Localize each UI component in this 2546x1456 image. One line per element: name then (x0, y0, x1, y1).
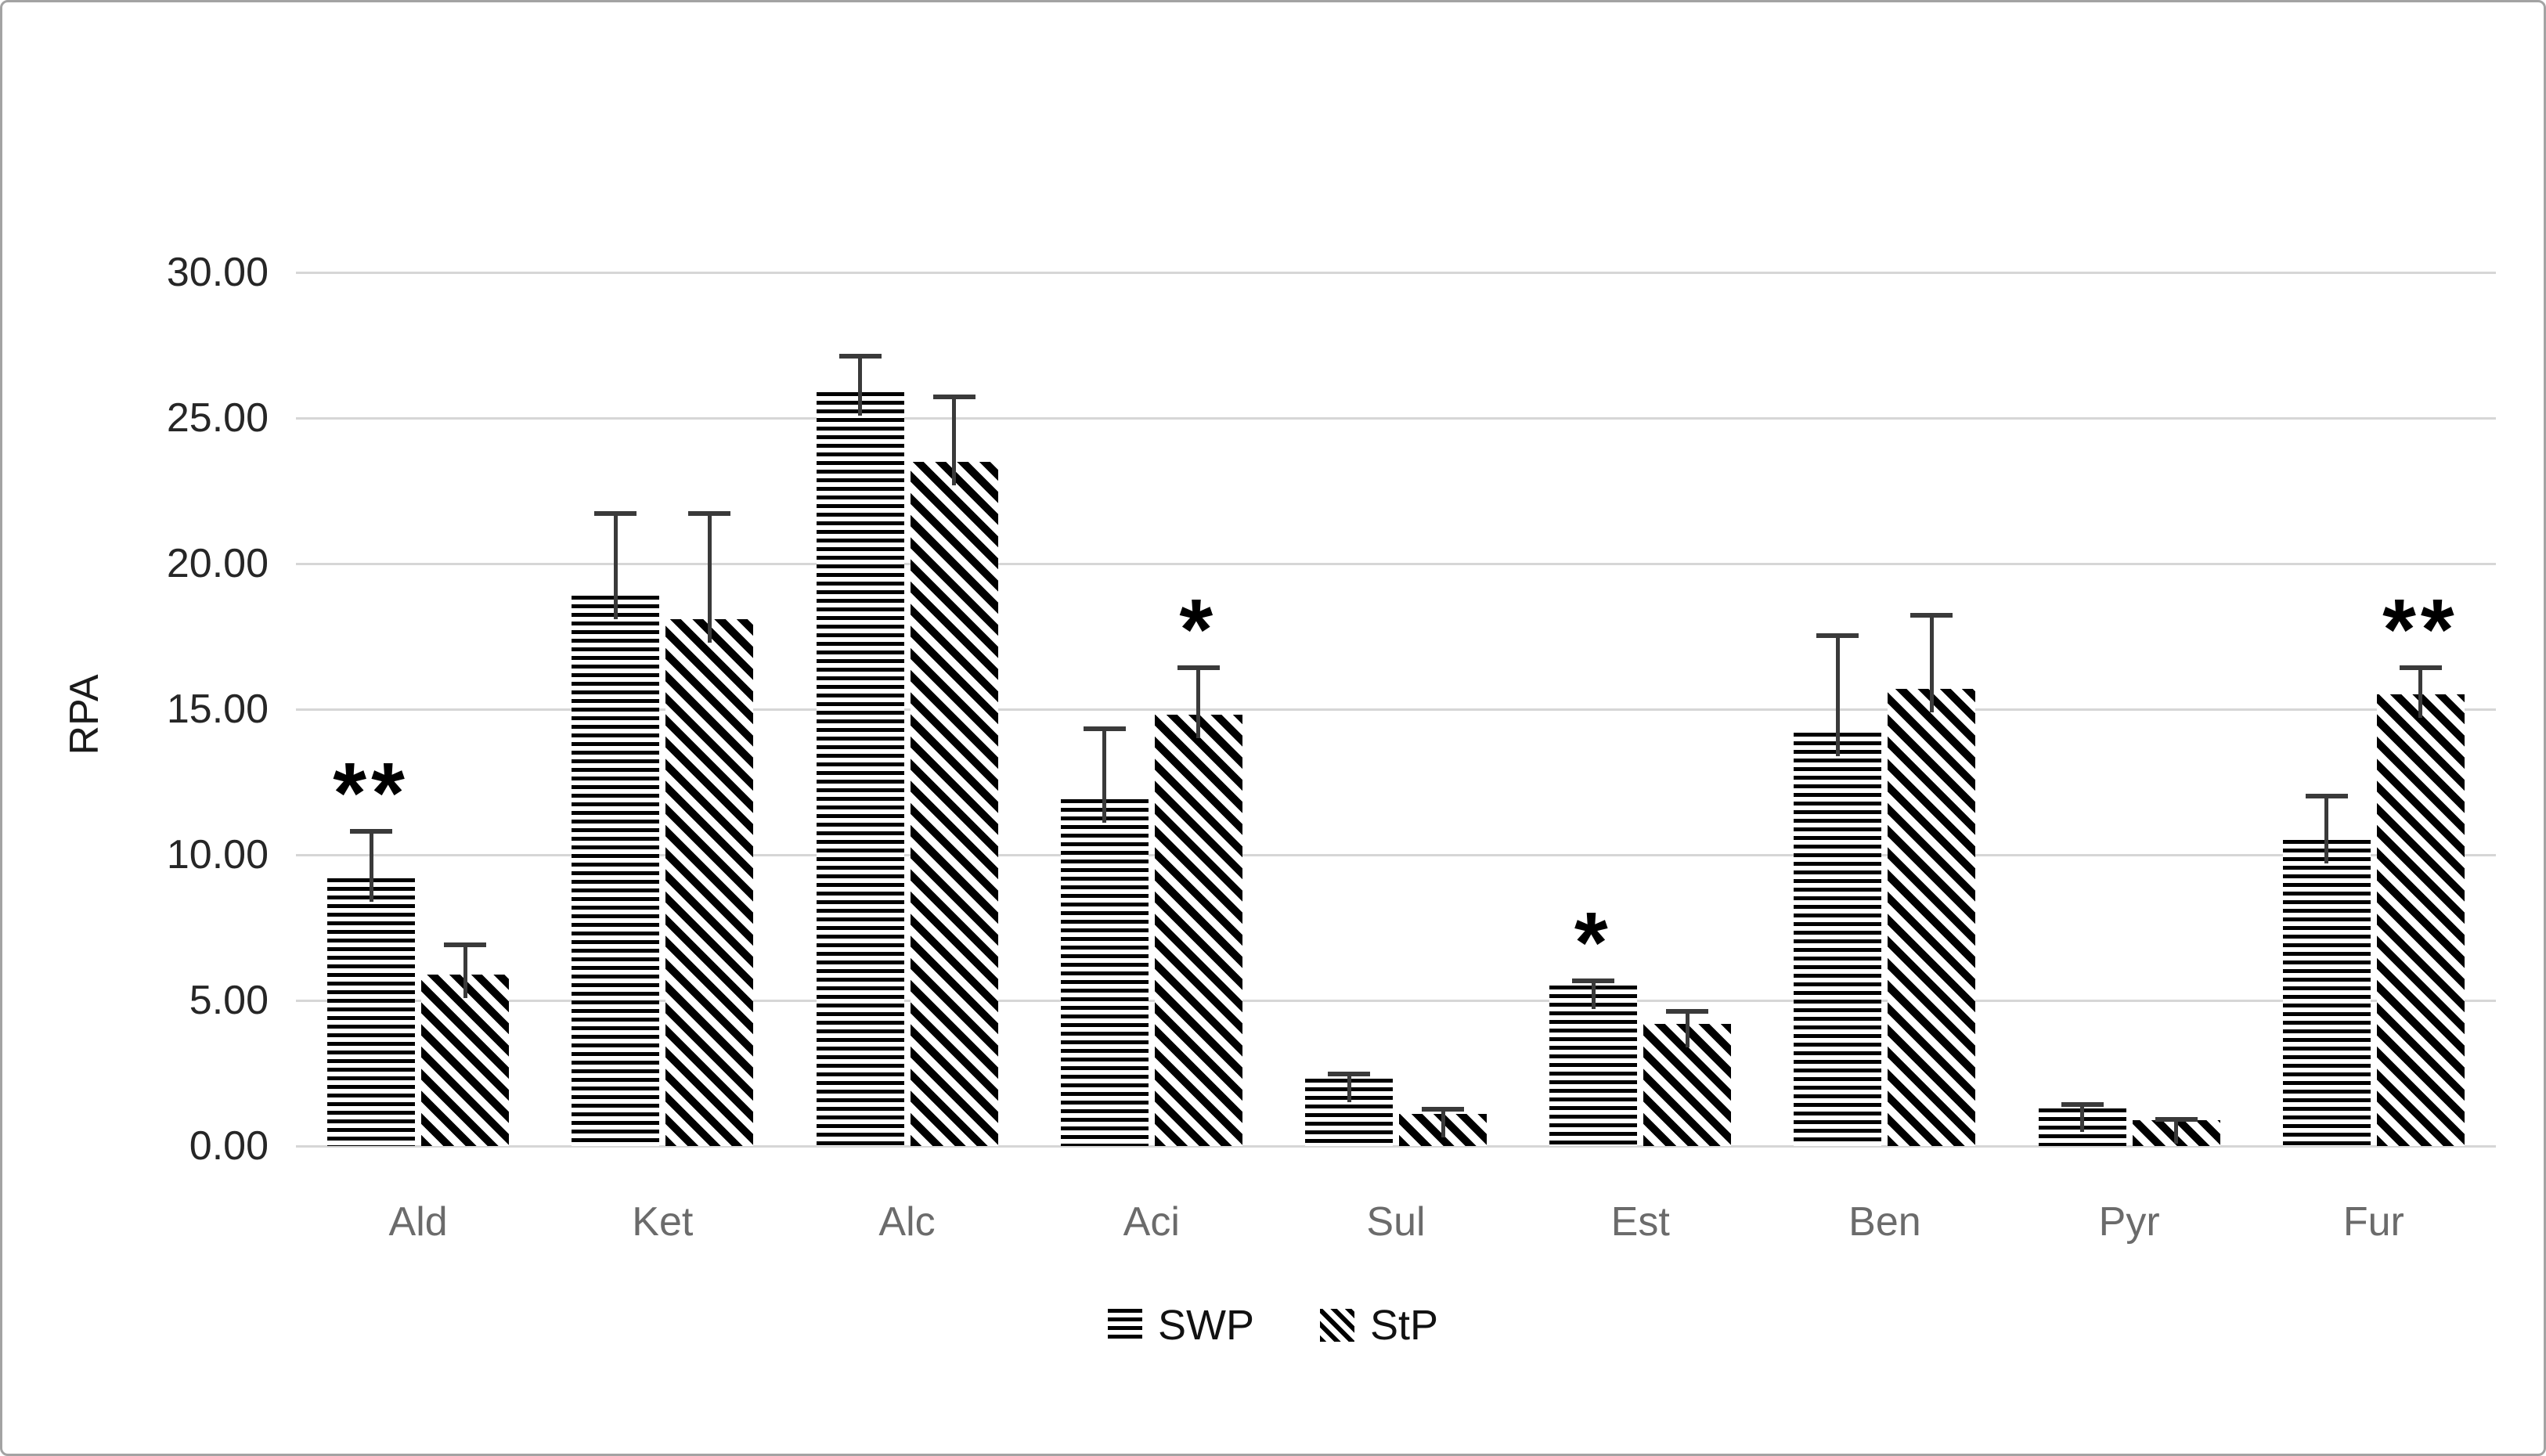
y-tick-10.00: 10.00 (166, 832, 269, 878)
y-axis-title: RPA (62, 674, 107, 755)
significance-StP-Fur: ** (2382, 582, 2459, 679)
legend-label-stp: StP (1369, 1302, 1439, 1349)
bar-StP-Alc (910, 461, 998, 1146)
error-bar-SWP-Pyr (2080, 1102, 2085, 1132)
error-cap-StP-Ald (444, 942, 487, 947)
gridline-30.00 (296, 271, 2496, 274)
error-bar-SWP-Alc (858, 354, 863, 416)
gridline-5.00 (296, 999, 2496, 1002)
bar-SWP-Ald (327, 878, 416, 1146)
x-label-Ket: Ket (632, 1199, 694, 1245)
significance-StP-Aci: * (1179, 582, 1218, 679)
y-tick-0.00: 0.00 (189, 1123, 269, 1169)
diagonal-stripes-icon (1319, 1309, 1354, 1342)
y-tick-30.00: 30.00 (166, 250, 269, 295)
error-cap-StP-Est (1666, 1009, 1709, 1015)
error-bar-StP-Sul (1441, 1106, 1445, 1138)
error-cap-SWP-Alc (838, 354, 882, 359)
error-cap-StP-Fur (2399, 665, 2442, 671)
error-bar-SWP-Aci (1102, 726, 1107, 824)
error-cap-SWP-Fur (2305, 793, 2348, 798)
y-tick-25.00: 25.00 (166, 395, 269, 441)
error-cap-SWP-Pyr (2061, 1102, 2104, 1108)
x-label-Fur: Fur (2342, 1199, 2404, 1245)
gridline-25.00 (296, 416, 2496, 420)
error-cap-StP-Ket (688, 511, 731, 517)
legend: SWP StP (2, 1292, 2544, 1358)
error-bar-SWP-Est (1591, 978, 1596, 1010)
error-bar-StP-Ald (463, 942, 467, 998)
bar-SWP-Alc (816, 391, 904, 1146)
bar-SWP-Est (1549, 986, 1638, 1146)
error-cap-StP-Sul (1422, 1106, 1464, 1112)
y-tick-5.00: 5.00 (189, 978, 269, 1023)
error-cap-SWP-Ald (350, 828, 393, 834)
error-cap-StP-Pyr (2155, 1116, 2198, 1122)
x-label-Aci: Aci (1123, 1199, 1180, 1245)
gridline-10.00 (296, 853, 2496, 856)
error-bar-StP-Pyr (2174, 1116, 2179, 1144)
bar-StP-Ald (421, 974, 510, 1146)
bar-SWP-Fur (2282, 840, 2371, 1146)
bar-StP-Aci (1154, 715, 1242, 1146)
x-label-Alc: Alc (878, 1199, 936, 1245)
significance-SWP-Est: * (1574, 895, 1613, 992)
bar-StP-Ben (1888, 688, 1976, 1146)
error-bar-SWP-Sul (1347, 1072, 1351, 1103)
horizontal-stripes-icon (1107, 1309, 1142, 1342)
bar-StP-Fur (2376, 694, 2465, 1146)
x-label-Sul: Sul (1366, 1199, 1426, 1245)
error-cap-SWP-Est (1572, 978, 1615, 984)
error-cap-SWP-Aci (1083, 726, 1126, 732)
significance-SWP-Ald: ** (333, 744, 409, 842)
legend-item-stp: StP (1319, 1301, 1439, 1350)
x-label-Pyr: Pyr (2098, 1199, 2160, 1245)
error-bar-SWP-Fur (2324, 793, 2329, 864)
error-cap-StP-Aci (1177, 665, 1220, 671)
gridline-20.00 (296, 562, 2496, 565)
bar-SWP-Ben (1794, 732, 1882, 1146)
gridline-0.00 (296, 1144, 2496, 1148)
bar-SWP-Ket (572, 595, 660, 1146)
x-label-Est: Est (1610, 1199, 1670, 1245)
error-cap-StP-Ben (1910, 613, 1953, 618)
error-bar-StP-Ket (707, 511, 712, 643)
gridline-15.00 (296, 708, 2496, 711)
error-bar-StP-Fur (2418, 665, 2423, 719)
error-bar-StP-Alc (952, 395, 957, 485)
error-bar-SWP-Ald (369, 828, 373, 902)
error-bar-StP-Ben (1929, 613, 1934, 712)
legend-label-swp: SWP (1157, 1302, 1254, 1349)
error-cap-SWP-Sul (1328, 1072, 1370, 1077)
y-tick-20.00: 20.00 (166, 541, 269, 586)
error-cap-SWP-Ket (594, 511, 637, 517)
error-bar-StP-Est (1685, 1009, 1690, 1047)
bar-SWP-Aci (1060, 799, 1149, 1146)
error-bar-SWP-Ket (613, 511, 618, 619)
error-bar-SWP-Ben (1835, 633, 1840, 756)
error-cap-StP-Alc (932, 395, 975, 400)
y-tick-15.00: 15.00 (166, 687, 269, 732)
x-label-Ben: Ben (1848, 1199, 1921, 1245)
x-label-Ald: Ald (388, 1199, 448, 1245)
bar-StP-Ket (665, 618, 754, 1146)
error-bar-StP-Aci (1196, 665, 1201, 739)
error-cap-SWP-Ben (1816, 633, 1859, 639)
legend-item-swp: SWP (1107, 1301, 1254, 1350)
